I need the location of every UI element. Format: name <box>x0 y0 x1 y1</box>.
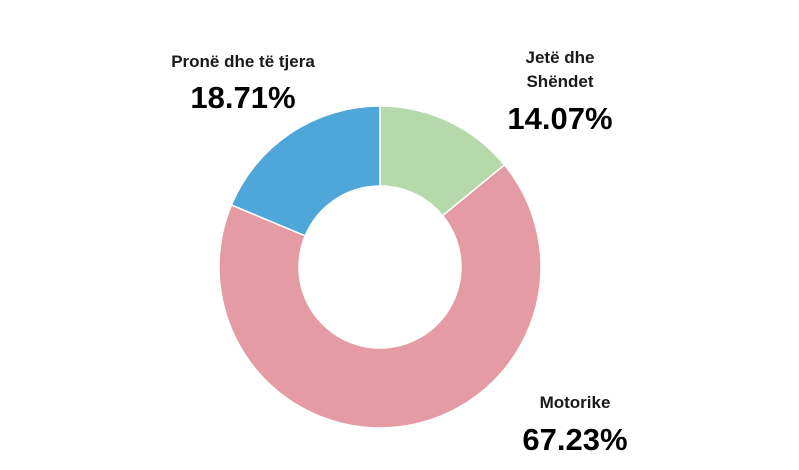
slice-pronë-dhe-të-tjera <box>230 105 381 237</box>
slice-label: Jetë dhe <box>526 48 595 67</box>
slice-value-label: 18.71% <box>190 80 295 115</box>
slice-label: Motorike <box>540 393 611 412</box>
slice-label: Pronë dhe të tjera <box>171 52 315 71</box>
slice-motorike <box>218 163 542 429</box>
slice-value-label: 14.07% <box>507 101 612 136</box>
slice-label: Shëndet <box>526 72 593 91</box>
slice-value-label: 67.23% <box>522 422 627 457</box>
